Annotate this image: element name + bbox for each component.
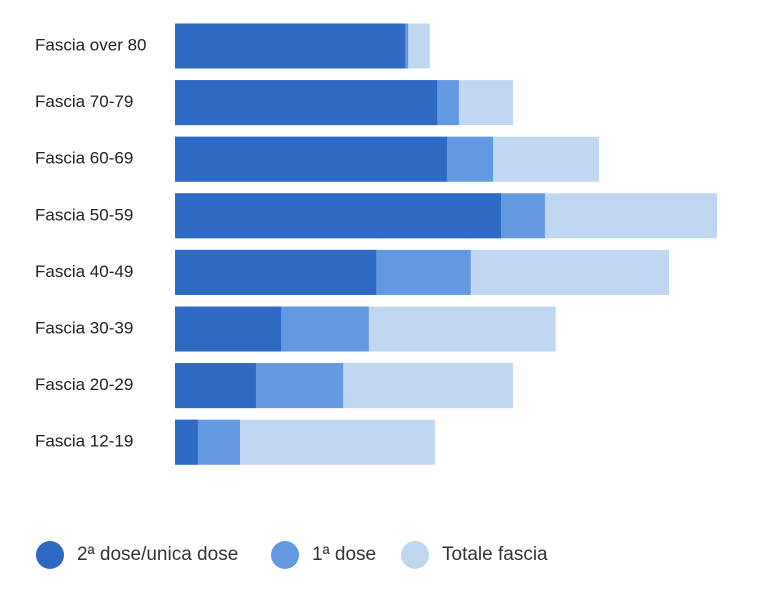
category-label: Fascia 40-49 — [35, 262, 133, 281]
category-label: Fascia 20-29 — [35, 375, 133, 394]
bar — [175, 136, 447, 182]
category-label: Fascia 70-79 — [35, 92, 133, 111]
bar — [175, 306, 282, 352]
bar — [175, 249, 377, 295]
bar — [175, 419, 198, 465]
category-label: Fascia 50-59 — [35, 205, 133, 224]
bar — [175, 23, 406, 69]
bar — [175, 363, 256, 409]
legend-swatch — [401, 541, 429, 569]
legend-swatch — [36, 541, 64, 569]
legend-label: Totale fascia — [442, 544, 548, 565]
category-label: Fascia 60-69 — [35, 149, 133, 168]
legend-label: 2ª dose/unica dose — [77, 544, 238, 565]
bar — [175, 80, 438, 126]
legend-swatch — [271, 541, 299, 569]
category-label: Fascia over 80 — [35, 35, 147, 54]
bar — [175, 193, 501, 239]
category-label: Fascia 12-19 — [35, 432, 133, 451]
legend-label: 1ª dose — [312, 544, 376, 565]
category-label: Fascia 30-39 — [35, 318, 133, 337]
